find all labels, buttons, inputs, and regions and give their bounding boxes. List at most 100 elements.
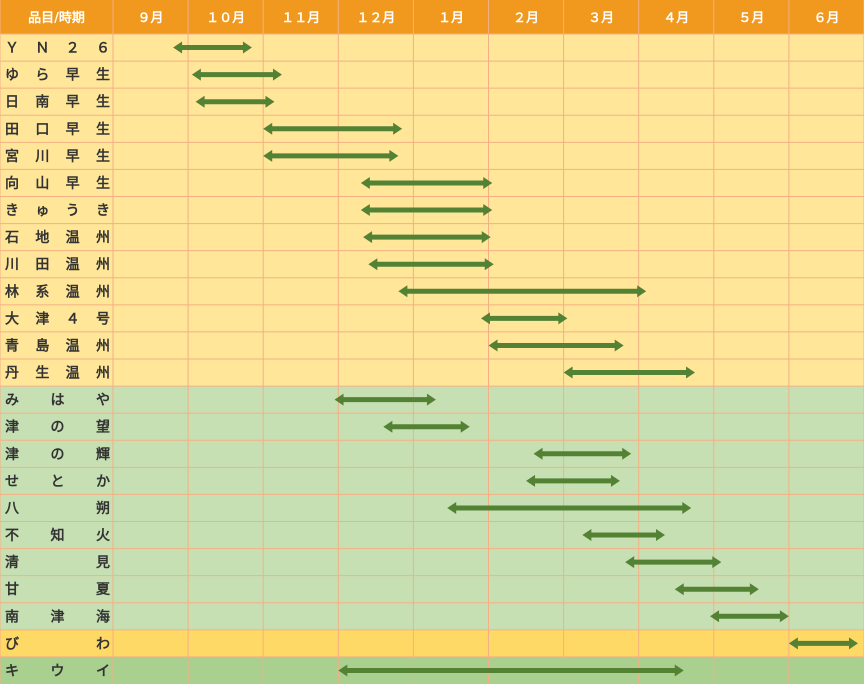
item-label: 向山 早生 xyxy=(5,175,110,192)
harvest-period-arrow xyxy=(625,556,722,569)
row-background xyxy=(0,548,864,576)
item-label: びわ xyxy=(5,636,110,652)
item-label-char: 石 xyxy=(4,230,19,246)
harvest-period-arrow xyxy=(334,393,436,406)
item-label-char: ウ xyxy=(51,663,65,679)
header-row: 品目/時期 xyxy=(0,0,864,34)
harvest-period-arrow xyxy=(263,122,403,135)
item-label-char: 川 xyxy=(34,149,49,165)
harvest-period-arrow xyxy=(533,447,632,460)
row-background xyxy=(0,34,864,62)
item-label-char: 系 xyxy=(35,283,49,300)
item-label-char: や xyxy=(96,393,110,409)
harvest-period-arrow xyxy=(526,474,620,487)
item-label-char: わ xyxy=(96,636,110,652)
item-label-char: 山 xyxy=(35,176,49,192)
harvest-period-arrow xyxy=(383,420,470,433)
item-label-char: 地 xyxy=(35,229,49,246)
item-label-char: 田 xyxy=(35,257,49,273)
item-label-char: び xyxy=(5,636,20,652)
item-label-char: せ xyxy=(5,474,19,490)
item-label: 甘夏 xyxy=(5,581,111,598)
item-label-char: 州 xyxy=(95,230,110,246)
month-label: ５月 xyxy=(738,11,764,26)
item-label-char: 州 xyxy=(95,366,110,382)
item-label-char: Ｙ xyxy=(5,41,19,57)
row-background xyxy=(0,467,864,495)
item-label: 川田 温州 xyxy=(4,257,110,273)
item-label: みはや xyxy=(5,393,110,409)
harvest-period-arrow xyxy=(360,204,493,217)
item-label-char: 早 xyxy=(66,149,80,165)
item-label-char: 不 xyxy=(5,528,19,544)
month-label: ４月 xyxy=(663,11,689,26)
harvest-period-arrow xyxy=(674,583,759,596)
item-label-char: 知 xyxy=(51,527,65,544)
item-label: 清見 xyxy=(5,554,110,571)
item-label-char: 南 xyxy=(35,94,49,111)
harvest-period-arrow xyxy=(195,95,275,108)
item-label: 林系 温州 xyxy=(5,283,110,300)
harvest-period-arrow xyxy=(488,339,624,352)
row-background xyxy=(0,115,864,143)
item-label-char: ４ xyxy=(66,311,80,327)
item-label: 八朔 xyxy=(4,500,110,517)
harvest-period-arrow xyxy=(173,41,252,54)
item-label: 南津海 xyxy=(5,608,110,625)
item-label-char: 生 xyxy=(96,175,110,192)
item-label-char: 向 xyxy=(5,175,19,192)
month-label: １２月 xyxy=(356,11,395,26)
item-label-char: き xyxy=(96,203,110,219)
item-label-char: 早 xyxy=(66,122,80,138)
item-label-char: ゅ xyxy=(35,203,49,219)
row-background xyxy=(0,629,864,657)
item-label-char: 生 xyxy=(35,365,49,382)
month-label: ６月 xyxy=(813,11,839,26)
item-label-char: の xyxy=(51,420,65,436)
harvest-period-arrow xyxy=(788,637,858,650)
row-background xyxy=(0,521,864,549)
item-label-char: 甘 xyxy=(5,581,19,598)
item-label-char: 宮 xyxy=(5,148,19,165)
item-label-char: 生 xyxy=(96,121,110,138)
harvest-period-arrow xyxy=(363,231,491,244)
row-background xyxy=(0,494,864,522)
item-label-char: 早 xyxy=(66,68,80,84)
item-label: 石地 温州 xyxy=(4,229,110,246)
item-label-char: 田 xyxy=(5,122,19,138)
row-background xyxy=(0,331,864,359)
month-label: １１月 xyxy=(281,11,320,26)
row-background xyxy=(0,142,864,170)
item-label-char: 早 xyxy=(66,176,80,192)
item-label-char: 輝 xyxy=(96,446,110,463)
item-label-char: Ｎ xyxy=(35,41,49,57)
item-label-char: 見 xyxy=(95,555,110,571)
item-label-char: う xyxy=(66,203,80,219)
item-label: 田口 早生 xyxy=(5,121,110,138)
month-label: １０月 xyxy=(206,11,245,26)
item-label-char: 温 xyxy=(66,366,80,382)
row-background xyxy=(0,304,864,332)
item-label-char: 林 xyxy=(5,283,19,300)
row-background xyxy=(0,88,864,116)
row-background xyxy=(0,359,864,387)
harvest-period-arrow xyxy=(582,529,665,542)
item-label-char: 八 xyxy=(4,501,20,517)
item-label-char: イ xyxy=(96,663,110,679)
item-label-char: 島 xyxy=(35,337,49,354)
item-label: きゅうき xyxy=(5,203,110,219)
harvest-period-arrow xyxy=(263,149,399,162)
harvest-period-arrow xyxy=(710,610,789,623)
row-backgrounds xyxy=(0,34,864,684)
item-label-char: 津 xyxy=(5,446,19,463)
item-label-char: 生 xyxy=(96,67,110,84)
item-label-char: 火 xyxy=(96,528,111,544)
item-label: 青島 温州 xyxy=(5,337,110,354)
item-label-char: 南 xyxy=(5,608,19,625)
item-label-char: 丹 xyxy=(5,366,19,382)
harvest-period-arrow xyxy=(563,366,696,379)
item-label-char: 州 xyxy=(95,257,110,273)
item-label: 日南 早生 xyxy=(5,94,110,111)
month-label: １月 xyxy=(438,11,464,26)
item-label-char: 温 xyxy=(66,338,80,354)
